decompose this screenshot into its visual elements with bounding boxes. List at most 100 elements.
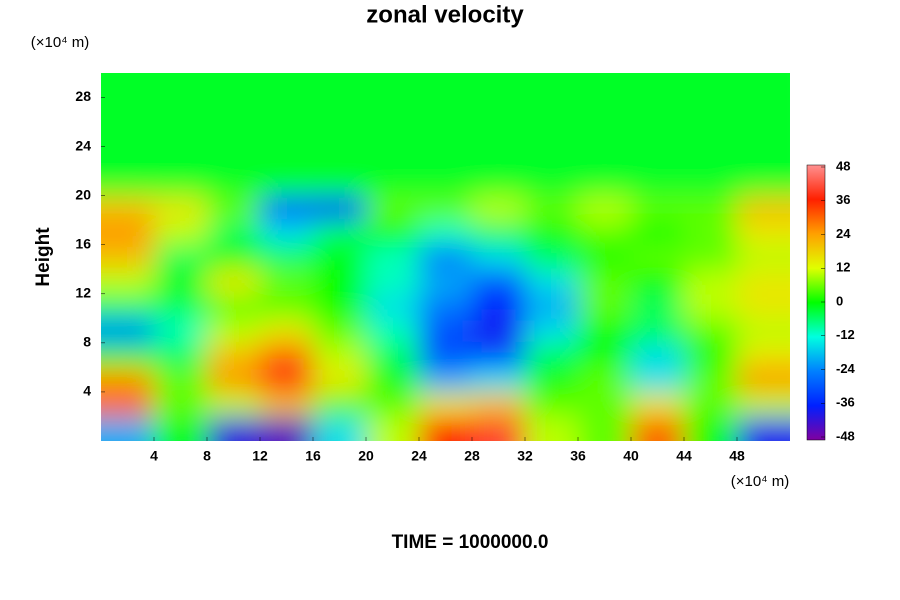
cell	[525, 171, 579, 197]
cell	[684, 73, 738, 99]
cell	[472, 293, 526, 319]
cell	[313, 293, 367, 319]
cell	[154, 171, 208, 197]
cell	[737, 293, 790, 319]
cell	[684, 171, 738, 197]
colorbar-tick-label: -36	[836, 395, 855, 410]
cell	[525, 97, 579, 123]
cell	[366, 195, 420, 221]
cell	[366, 122, 420, 148]
colorbar-tick-label: -12	[836, 327, 855, 342]
cell	[313, 416, 367, 441]
colorbar-tick-label: 36	[836, 192, 850, 207]
cell	[366, 220, 420, 246]
cell	[525, 293, 579, 319]
y-axis-label: Height	[33, 227, 54, 287]
cell	[578, 122, 632, 148]
x-tick-label: 40	[623, 448, 639, 464]
cell	[472, 122, 526, 148]
cell	[631, 342, 685, 368]
cell	[366, 73, 420, 99]
cell	[472, 244, 526, 270]
cell	[737, 73, 790, 99]
cell	[207, 220, 261, 246]
cell	[419, 97, 473, 123]
colorbar-tick-label: 48	[836, 158, 850, 173]
x-tick-label: 48	[729, 448, 745, 464]
colorbar-tick-label: 12	[836, 260, 850, 275]
y-tick-label: 12	[75, 285, 91, 301]
cell	[684, 391, 738, 417]
cell	[101, 73, 155, 99]
cell	[631, 244, 685, 270]
cell	[419, 391, 473, 417]
x-tick-label: 32	[517, 448, 533, 464]
cell	[101, 146, 155, 172]
cell	[684, 416, 738, 441]
cell	[472, 171, 526, 197]
x-tick-label: 44	[676, 448, 692, 464]
cell	[631, 367, 685, 393]
cell	[207, 244, 261, 270]
cell	[737, 416, 790, 441]
cell	[419, 293, 473, 319]
cell	[207, 171, 261, 197]
cell	[260, 318, 314, 344]
cell	[313, 367, 367, 393]
cell	[631, 269, 685, 295]
cell	[737, 220, 790, 246]
cell	[313, 318, 367, 344]
cell	[366, 416, 420, 441]
cell	[578, 416, 632, 441]
cell	[578, 293, 632, 319]
cell	[472, 367, 526, 393]
cell	[525, 244, 579, 270]
cell	[260, 293, 314, 319]
y-tick-label: 8	[83, 334, 91, 350]
cell	[313, 244, 367, 270]
colorbar-tick-label: -48	[836, 428, 855, 443]
cell	[313, 97, 367, 123]
cell	[313, 342, 367, 368]
cell	[260, 171, 314, 197]
cell	[525, 220, 579, 246]
cell	[419, 122, 473, 148]
cell	[207, 367, 261, 393]
cell	[419, 416, 473, 441]
cell	[313, 269, 367, 295]
cell	[154, 244, 208, 270]
cell	[207, 97, 261, 123]
cell	[154, 97, 208, 123]
cell	[737, 146, 790, 172]
cell	[472, 269, 526, 295]
cell	[260, 269, 314, 295]
cell	[101, 342, 155, 368]
cell	[313, 171, 367, 197]
y-tick-label: 20	[75, 186, 91, 202]
cell	[207, 73, 261, 99]
cell	[366, 146, 420, 172]
cell	[154, 195, 208, 221]
cell	[631, 391, 685, 417]
cell	[737, 391, 790, 417]
cell	[366, 171, 420, 197]
x-tick-label: 8	[203, 448, 211, 464]
cell	[419, 146, 473, 172]
cell	[737, 97, 790, 123]
cell	[154, 342, 208, 368]
cell	[525, 122, 579, 148]
cell	[260, 146, 314, 172]
cell	[525, 342, 579, 368]
cell	[525, 195, 579, 221]
cell	[737, 269, 790, 295]
cell	[737, 244, 790, 270]
cell	[419, 220, 473, 246]
cell	[154, 416, 208, 441]
cell	[578, 220, 632, 246]
cell	[154, 73, 208, 99]
x-tick-label: 28	[464, 448, 480, 464]
cell	[631, 293, 685, 319]
cell	[366, 367, 420, 393]
cell	[101, 318, 155, 344]
